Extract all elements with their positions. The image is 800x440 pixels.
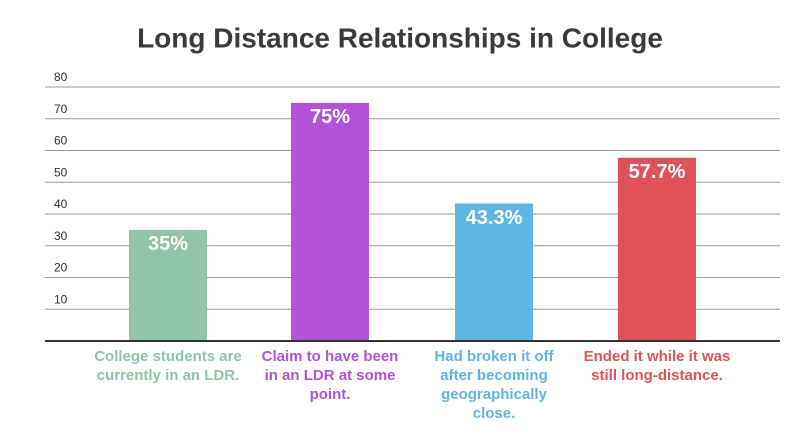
y-tick-label: 40 xyxy=(54,197,68,211)
bar xyxy=(129,229,207,341)
bar xyxy=(455,203,533,341)
y-tick-label: 20 xyxy=(54,261,68,275)
x-tick-label: College students are currently in an LDR… xyxy=(94,348,242,384)
x-tick-label: Claim to have been in an LDR at some poi… xyxy=(261,348,399,403)
value-label: 57.7% xyxy=(629,161,686,183)
value-label: 43.3% xyxy=(466,207,523,229)
value-label: 35% xyxy=(148,233,188,255)
y-tick-label: 50 xyxy=(54,165,68,179)
bar xyxy=(618,157,696,341)
x-tick-label: Had broken it off after becoming geograp… xyxy=(434,348,554,422)
y-tick-label: 60 xyxy=(54,134,68,148)
chart-title: Long Distance Relationships in College xyxy=(137,22,663,53)
value-label: 75% xyxy=(310,106,350,128)
y-tick-label: 30 xyxy=(54,229,68,243)
y-tick-label: 70 xyxy=(54,102,68,116)
bar xyxy=(291,102,369,341)
y-tick-label: 10 xyxy=(54,292,68,306)
x-tick-label: Ended it while it was still long-distanc… xyxy=(583,348,731,384)
y-tick-label: 80 xyxy=(54,70,68,84)
